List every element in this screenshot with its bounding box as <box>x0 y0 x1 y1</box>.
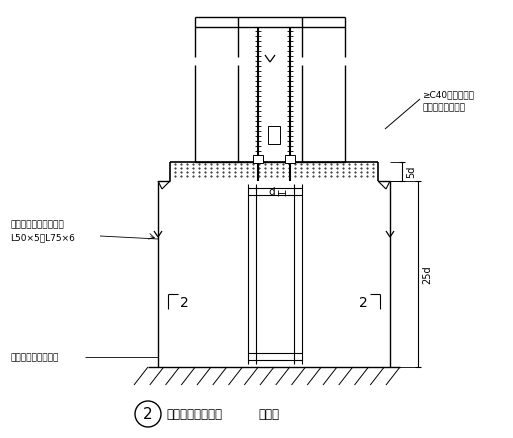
Text: 5d: 5d <box>406 166 416 178</box>
Text: L50×5～L75×6: L50×5～L75×6 <box>10 233 75 242</box>
Text: （二）: （二） <box>258 408 279 420</box>
Bar <box>285 155 295 164</box>
Text: 2: 2 <box>359 295 368 309</box>
Text: ≥C40无收缩碎石: ≥C40无收缩碎石 <box>422 90 474 99</box>
Text: 2: 2 <box>143 406 153 421</box>
Bar <box>268 127 280 145</box>
Text: 柱脚镑栓固定支架: 柱脚镑栓固定支架 <box>166 408 222 420</box>
Text: 2: 2 <box>180 295 189 309</box>
Text: 25d: 25d <box>422 265 432 284</box>
Text: d: d <box>268 187 274 197</box>
Bar <box>253 155 263 164</box>
Text: 镑栓固定角钓，通常用: 镑栓固定角钓，通常用 <box>10 220 64 229</box>
Text: 混凝土或细石砂浆: 混凝土或细石砂浆 <box>422 103 465 112</box>
Text: 镑栓固定架设置标高: 镑栓固定架设置标高 <box>10 353 58 362</box>
